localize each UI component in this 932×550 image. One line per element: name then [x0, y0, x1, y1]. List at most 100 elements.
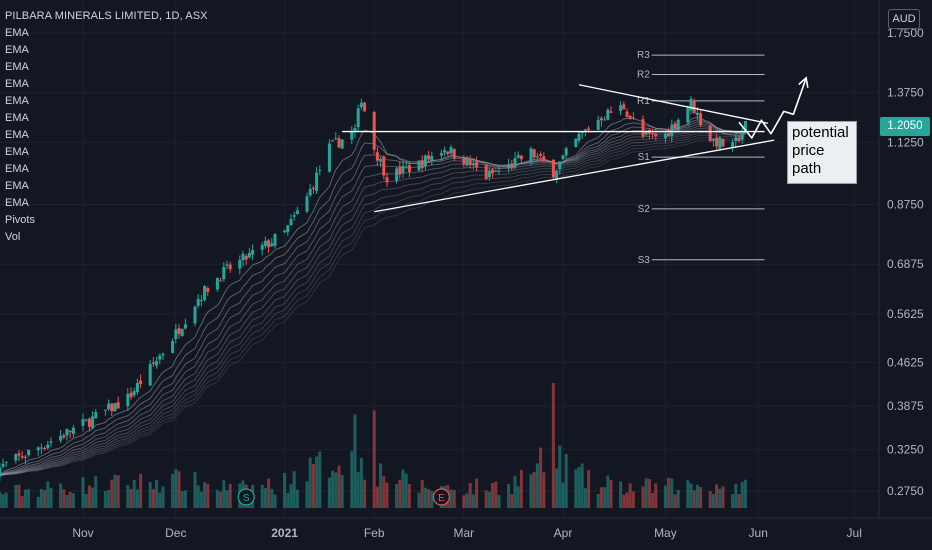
volume-bar	[676, 489, 680, 508]
candle-body	[356, 108, 360, 128]
volume-bar	[491, 482, 495, 508]
candle-body	[673, 123, 677, 129]
volume-bar	[555, 468, 559, 508]
candle-body	[484, 165, 488, 180]
candle-body	[247, 252, 251, 258]
volume-bar	[177, 471, 181, 508]
annotation-line: path	[792, 160, 822, 177]
legend-indicator[interactable]: EMA	[5, 197, 29, 209]
volume-bar	[452, 489, 456, 508]
legend-indicator[interactable]: Vol	[5, 231, 21, 243]
pivot-label: R2	[637, 69, 650, 80]
candle-body	[644, 131, 648, 135]
volume-bar	[465, 493, 469, 508]
volume-bar	[475, 478, 479, 508]
volume-bar	[171, 473, 175, 508]
symbol-title[interactable]: PILBARA MINERALS LIMITED, 1D, ASX	[5, 10, 208, 22]
time-tick-label: Jun	[749, 526, 768, 540]
candle-body	[535, 156, 539, 158]
legend-indicator[interactable]: EMA	[5, 129, 29, 141]
candle-body	[193, 306, 197, 324]
legend-indicator[interactable]: EMA	[5, 44, 29, 56]
volume-bar	[17, 484, 21, 508]
volume-bar	[71, 493, 75, 508]
time-tick-label: Mar	[453, 526, 474, 540]
candle-body	[651, 133, 655, 135]
legend-indicator[interactable]: EMA	[5, 95, 29, 107]
volume-bar	[609, 480, 613, 508]
candle-body	[4, 461, 8, 463]
volume-bar	[353, 414, 357, 508]
candle-body	[155, 360, 159, 366]
volume-bar	[260, 484, 264, 508]
volume-bar	[715, 484, 719, 508]
candle-body	[692, 100, 696, 114]
candle-body	[676, 119, 680, 131]
candle-body	[395, 168, 399, 181]
volume-bar	[196, 485, 200, 508]
candle-body	[631, 117, 635, 119]
volume-bar	[174, 469, 178, 508]
volume-bar	[116, 475, 120, 508]
candle-body	[273, 234, 277, 246]
volume-bar	[139, 473, 143, 508]
volume-bar	[36, 496, 40, 508]
volume-bar	[711, 494, 715, 508]
currency-button[interactable]: AUD	[888, 9, 920, 29]
legend-indicator[interactable]: EMA	[5, 78, 29, 90]
candle-body	[87, 418, 91, 427]
volume-bar	[487, 491, 491, 508]
volume-bar	[731, 494, 735, 508]
candle-body	[423, 155, 427, 167]
legend-indicator[interactable]: EMA	[5, 112, 29, 124]
trendline	[374, 139, 775, 213]
time-tick-label: May	[654, 526, 677, 540]
candle-body	[628, 115, 632, 119]
trendlines[interactable]	[342, 76, 809, 213]
volume-bar	[1, 494, 5, 508]
volume-bar	[62, 489, 66, 508]
annotation-note[interactable]: potential price path	[787, 121, 857, 184]
volume-bar	[206, 483, 210, 508]
candle-body	[686, 108, 690, 123]
candle-body	[564, 148, 568, 156]
projected-path	[738, 77, 807, 139]
legend-indicator[interactable]: EMA	[5, 27, 29, 39]
volume-bar	[721, 486, 725, 508]
legend-indicator[interactable]: EMA	[5, 61, 29, 73]
price-tick-label: 0.6875	[887, 257, 924, 271]
candle-body	[206, 288, 210, 292]
candle-body	[177, 328, 181, 335]
price-tick-label: 0.5625	[887, 307, 924, 321]
candle-body	[507, 164, 511, 169]
volume-bar	[385, 482, 389, 508]
candle-body	[551, 159, 555, 178]
price-axis[interactable]: 1.7500 1.3750 1.1250 0.8750 0.6875 0.5625 0.46…	[887, 26, 924, 498]
volume-bar	[603, 487, 607, 508]
candle-body	[71, 427, 75, 434]
volume-bar	[311, 464, 315, 508]
volume-bar	[183, 490, 187, 508]
legend-indicator[interactable]: Pivots	[5, 214, 35, 226]
volume-bar	[215, 489, 219, 508]
legend-indicator[interactable]: EMA	[5, 163, 29, 175]
volume-bar	[289, 484, 293, 508]
pivot-levels: R3 R2 R1 S1 S2 S3	[637, 50, 765, 266]
legend-indicator[interactable]: EMA	[5, 180, 29, 192]
candle-body	[375, 152, 379, 161]
volume-bar	[305, 481, 309, 508]
candle-body	[84, 419, 88, 421]
candle-body	[468, 159, 472, 166]
ema-line	[0, 139, 746, 476]
candle-body	[196, 298, 200, 306]
candle-body	[340, 139, 344, 149]
volume-bar	[631, 491, 635, 508]
legend-indicator[interactable]: EMA	[5, 146, 29, 158]
time-axis[interactable]: Nov Dec 2021 Feb Mar Apr May Jun Jul	[72, 526, 862, 540]
volume-bar	[286, 493, 290, 508]
volume-bar	[596, 493, 600, 508]
volume-bar	[574, 469, 578, 508]
candle-body	[81, 419, 85, 426]
